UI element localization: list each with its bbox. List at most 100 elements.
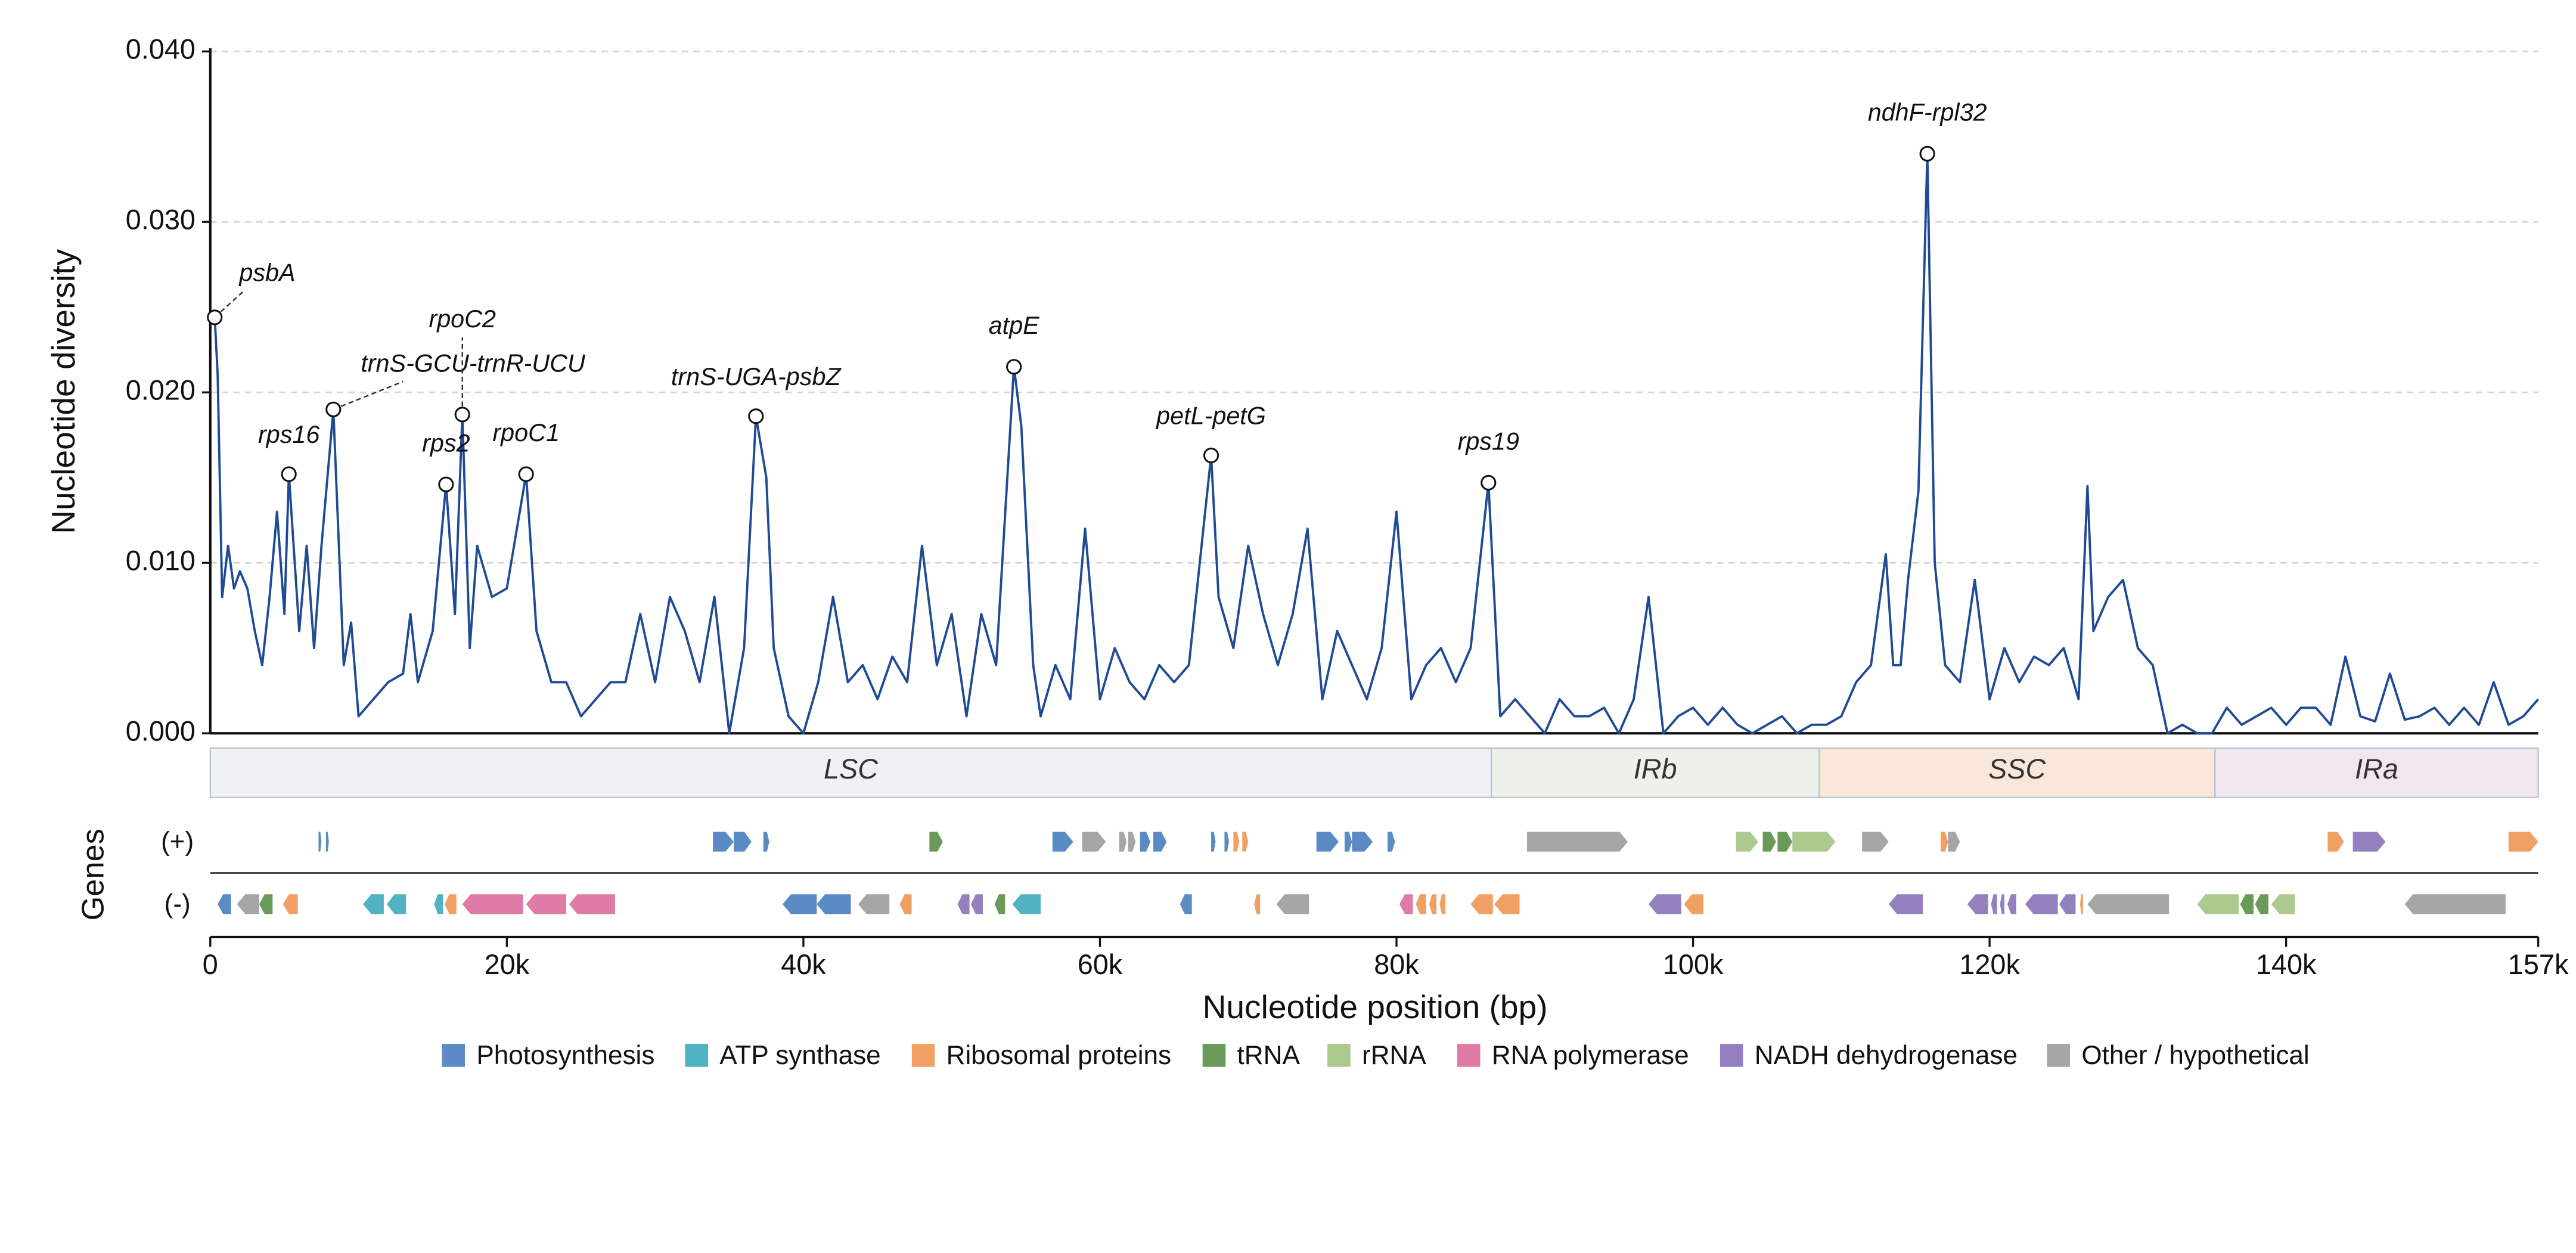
gene	[2508, 832, 2538, 852]
legend-swatch	[1202, 1044, 1226, 1067]
x-tick-label: 120k	[1959, 949, 2020, 980]
peak-marker	[1203, 447, 1219, 464]
annotation: rps19	[1458, 428, 1519, 455]
peak-marker	[207, 309, 223, 325]
gene	[1082, 832, 1106, 852]
gene	[1792, 832, 1836, 852]
gene	[1224, 832, 1229, 852]
gene	[237, 894, 259, 914]
annotation: rps16	[258, 421, 319, 448]
gene	[817, 894, 851, 914]
gene	[2352, 832, 2386, 852]
annotation: atpE	[989, 312, 1039, 339]
y-tick-label: 0.040	[126, 34, 195, 65]
region-label: SSC	[1988, 753, 2046, 784]
annotation-leader	[333, 380, 404, 410]
gene	[1941, 832, 1948, 852]
y-axis-label: Nucleotide diversity	[45, 249, 82, 534]
gene	[1648, 894, 1681, 914]
legend-swatch	[1720, 1044, 1743, 1067]
gene	[1344, 832, 1352, 852]
gene	[1967, 894, 1988, 914]
annotation: petL-petG	[1155, 402, 1266, 430]
gene	[2025, 894, 2058, 914]
gene	[462, 894, 523, 914]
annotation: trnS-UGA-psbZ	[671, 363, 842, 390]
gene	[1736, 832, 1759, 852]
region-label: IRb	[1634, 753, 1677, 784]
y-tick-label: 0.030	[126, 204, 195, 235]
gene	[1128, 832, 1136, 852]
gene	[899, 894, 912, 914]
legend-label: RNA polymerase	[1492, 1041, 1689, 1070]
gene	[713, 832, 734, 852]
legend-label: Other / hypothetical	[2081, 1041, 2309, 1070]
gene	[283, 894, 298, 914]
gene	[444, 894, 457, 914]
gene	[1399, 894, 1413, 914]
gene	[994, 894, 1005, 914]
gene	[1180, 894, 1192, 914]
strand-label: (-)	[165, 889, 191, 919]
legend-swatch	[911, 1044, 935, 1067]
gene	[783, 894, 817, 914]
gene	[858, 894, 890, 914]
legend-label: tRNA	[1237, 1041, 1301, 1070]
gene	[1777, 832, 1793, 852]
gene	[1153, 832, 1167, 852]
legend-label: Ribosomal proteins	[946, 1041, 1171, 1070]
peak-marker	[1919, 145, 1935, 162]
gene	[1316, 832, 1339, 852]
gene	[1388, 832, 1395, 852]
gene	[1470, 894, 1493, 914]
y-tick-label: 0.010	[126, 545, 195, 576]
gene	[1762, 832, 1776, 852]
gene	[2087, 894, 2170, 914]
peak-marker	[454, 407, 470, 423]
legend-swatch	[1327, 1044, 1351, 1067]
gene	[2271, 894, 2295, 914]
gene	[363, 894, 384, 914]
gene	[1211, 832, 1216, 852]
gene	[218, 894, 231, 914]
gene	[2240, 894, 2254, 914]
y-tick-label: 0.000	[126, 716, 195, 747]
region-label: IRa	[2355, 753, 2398, 784]
x-tick-label: 140k	[2256, 949, 2317, 980]
x-axis-label: Nucleotide position (bp)	[1203, 988, 1548, 1025]
gene	[1352, 832, 1373, 852]
legend-label: NADH dehydrogenase	[1755, 1041, 2018, 1070]
region-label: LSC	[824, 753, 879, 784]
peak-marker	[748, 408, 764, 424]
gene	[1526, 832, 1628, 852]
gene	[1012, 894, 1041, 914]
genes-label: Genes	[76, 829, 111, 920]
gene	[1242, 832, 1249, 852]
gene	[2080, 894, 2083, 914]
gene	[1233, 832, 1240, 852]
gene	[325, 832, 329, 852]
x-tick-label: 20k	[485, 949, 530, 980]
x-tick-label: 0	[203, 949, 218, 980]
legend-swatch	[2047, 1044, 2071, 1067]
gene	[1862, 832, 1889, 852]
gene	[1254, 894, 1261, 914]
gene	[2007, 894, 2016, 914]
diversity-line	[213, 152, 2540, 735]
peak-marker	[1006, 359, 1022, 375]
legend-swatch	[442, 1044, 465, 1067]
x-tick-label: 100k	[1663, 949, 1724, 980]
annotation: trnS-GCU-trnR-UCU	[361, 349, 586, 377]
annotation: rps2	[422, 429, 470, 457]
gene	[733, 832, 752, 852]
gene	[386, 894, 406, 914]
annotation: rpoC2	[429, 305, 496, 333]
x-tick-label: 40k	[781, 949, 826, 980]
gene	[2327, 832, 2344, 852]
annotation: rpoC1	[492, 419, 560, 446]
annotation: ndhF-rpl32	[1868, 99, 1987, 126]
gene	[526, 894, 566, 914]
gene	[2059, 894, 2076, 914]
gene	[1416, 894, 1426, 914]
